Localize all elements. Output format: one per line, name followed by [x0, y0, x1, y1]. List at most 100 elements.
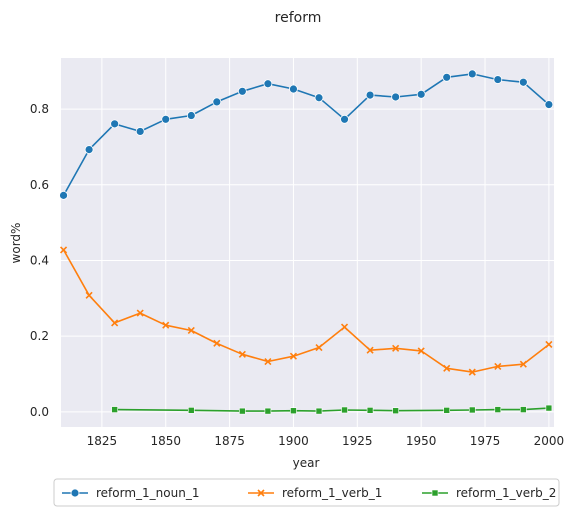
series-reform_1_verb_1	[59, 246, 553, 376]
x-marker-stroke	[213, 339, 221, 347]
grid	[61, 58, 554, 427]
data-point	[340, 114, 349, 124]
data-point	[161, 114, 171, 124]
x-marker-stroke	[264, 357, 272, 366]
legend-label: reform_1_verb_1	[282, 486, 382, 500]
data-point	[59, 246, 68, 254]
data-point	[135, 127, 145, 136]
data-point	[443, 364, 451, 372]
data-point	[237, 86, 247, 96]
x-marker-stroke	[257, 489, 265, 497]
x-marker-stroke	[59, 246, 68, 254]
x-tick-label: 2000	[534, 434, 565, 448]
y-tick-labels: 0.0 0.2 0.4 0.6 0.8	[30, 102, 49, 419]
legend-item: reform_1_verb_1	[248, 486, 382, 500]
x-marker-stroke	[111, 319, 119, 327]
legend-marker	[70, 488, 80, 498]
data-point	[468, 368, 476, 376]
y-axis-label: word%	[9, 223, 23, 264]
x-tick-label: 1900	[278, 434, 309, 448]
data-point	[136, 309, 144, 317]
x-tick-label: 1875	[214, 434, 245, 448]
data-point	[314, 93, 324, 103]
data-point	[111, 406, 118, 413]
data-point	[442, 72, 452, 82]
data-point	[340, 323, 349, 331]
data-point	[518, 77, 528, 87]
data-point	[392, 344, 400, 352]
data-point	[290, 407, 297, 415]
data-point	[392, 407, 399, 415]
x-marker-stroke	[85, 291, 93, 299]
x-marker-stroke	[366, 346, 374, 354]
data-point	[162, 321, 170, 329]
data-point	[443, 407, 451, 414]
data-point	[111, 319, 119, 327]
data-point	[493, 75, 503, 84]
legend-label: reform_1_verb_2	[456, 486, 556, 500]
x-marker-stroke	[417, 347, 425, 355]
data-point	[239, 407, 246, 415]
y-tick-label: 0.6	[30, 178, 49, 192]
x-tick-label: 1825	[87, 434, 118, 448]
data-point	[264, 357, 272, 366]
data-point	[212, 97, 222, 107]
data-point	[366, 346, 374, 354]
data-point	[391, 92, 401, 102]
legend-marker	[431, 489, 439, 497]
data-point	[519, 360, 527, 368]
data-point	[84, 145, 94, 154]
x-tick-label: 1850	[150, 434, 181, 448]
data-point	[417, 347, 425, 355]
series-line	[62, 249, 550, 373]
data-point	[263, 79, 273, 89]
x-marker-stroke	[443, 364, 451, 372]
data-point	[341, 406, 348, 414]
legend-item: reform_1_noun_1	[62, 486, 199, 500]
data-point	[238, 350, 246, 358]
legend: reform_1_noun_1 reform_1_verb_1 reform_1_v…	[53, 478, 560, 507]
x-marker-stroke	[494, 362, 502, 371]
data-point	[315, 407, 323, 415]
data-point	[467, 69, 477, 79]
x-marker-stroke	[315, 343, 323, 352]
data-point	[85, 291, 93, 299]
x-tick-label: 1925	[342, 434, 373, 448]
data-point	[416, 89, 426, 99]
y-tick-label: 0.8	[30, 102, 49, 116]
y-tick-label: 0.4	[30, 253, 49, 267]
x-marker-stroke	[289, 352, 298, 360]
x-marker-stroke	[519, 360, 527, 368]
data-point	[289, 84, 298, 94]
data-point	[545, 340, 553, 349]
series-layer	[59, 69, 554, 415]
data-point	[468, 406, 476, 414]
data-point	[186, 111, 196, 120]
x-tick-label: 1975	[470, 434, 501, 448]
x-tick-label: 1950	[406, 434, 437, 448]
legend-box	[53, 478, 560, 507]
series-reform_1_verb_2	[111, 404, 553, 415]
data-point	[520, 406, 527, 413]
y-tick-label: 0.0	[30, 405, 49, 419]
data-point	[264, 407, 272, 415]
x-marker-stroke	[392, 344, 400, 352]
plot-area	[61, 58, 554, 427]
data-point	[213, 339, 221, 347]
x-tick-labels: 1825 1850 1875 1900 1925 1950 1975 2000	[87, 434, 565, 448]
x-marker-stroke	[187, 326, 195, 335]
x-marker-stroke	[238, 350, 246, 358]
data-point	[366, 407, 374, 414]
x-marker-stroke	[468, 368, 476, 376]
data-point	[110, 119, 120, 129]
legend-entries: reform_1_noun_1 reform_1_verb_1 reform_1_v…	[62, 486, 556, 500]
data-point	[289, 352, 298, 360]
legend-marker	[257, 489, 265, 497]
x-marker-stroke	[545, 340, 553, 349]
series-line	[114, 407, 549, 412]
legend-label: reform_1_noun_1	[96, 486, 199, 500]
data-point	[544, 100, 554, 109]
x-marker-stroke	[136, 309, 144, 317]
x-marker-stroke	[162, 321, 170, 329]
